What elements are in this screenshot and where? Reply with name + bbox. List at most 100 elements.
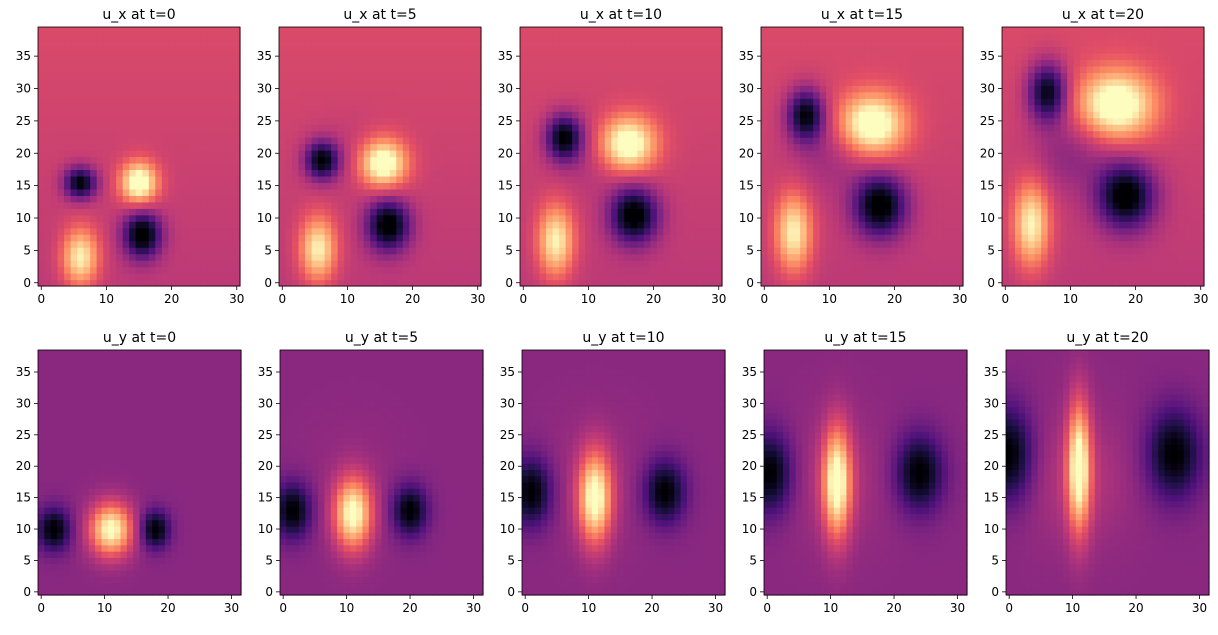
heatmap-cell bbox=[454, 104, 463, 112]
heatmap-cell bbox=[819, 195, 827, 203]
heatmap-cell bbox=[187, 279, 195, 287]
heatmap-cell bbox=[200, 65, 209, 73]
heatmap-cell bbox=[103, 182, 111, 190]
heatmap-cell bbox=[572, 124, 580, 132]
heatmap-cell bbox=[161, 175, 169, 183]
heatmap-cell bbox=[839, 273, 847, 281]
heatmap-cell bbox=[591, 273, 599, 281]
heatmap-cell bbox=[878, 111, 886, 119]
heatmap-cell bbox=[767, 33, 775, 41]
heatmap-cell bbox=[917, 72, 925, 80]
heatmap-cell bbox=[109, 52, 117, 60]
heatmap-cell bbox=[467, 247, 476, 255]
heatmap-cell bbox=[617, 117, 625, 125]
heatmap-cell bbox=[279, 279, 287, 287]
heatmap-cell bbox=[389, 175, 397, 183]
heatmap-cell bbox=[441, 208, 450, 216]
heatmap-cell bbox=[96, 273, 104, 281]
heatmap-cell bbox=[604, 130, 612, 138]
heatmap-cell bbox=[292, 221, 300, 229]
heatmap-cell bbox=[910, 234, 918, 242]
heatmap-cell bbox=[174, 39, 182, 48]
heatmap-cell bbox=[90, 175, 98, 183]
heatmap-cell bbox=[174, 143, 182, 151]
heatmap-cell bbox=[871, 39, 879, 48]
heatmap-cell bbox=[774, 240, 782, 248]
heatmap-cell bbox=[461, 104, 469, 112]
heatmap-cell bbox=[181, 162, 189, 171]
heatmap-cell bbox=[533, 85, 541, 93]
heatmap-cell bbox=[318, 72, 326, 80]
heatmap-cell bbox=[780, 260, 788, 268]
heatmap-cell bbox=[363, 65, 371, 73]
heatmap-cell bbox=[832, 208, 840, 216]
heatmap-cell bbox=[337, 214, 345, 222]
heatmap-cell bbox=[891, 279, 899, 287]
heatmap-cell bbox=[279, 39, 287, 48]
heatmap-cell bbox=[526, 46, 534, 54]
heatmap-cell bbox=[448, 169, 456, 177]
heatmap-cell bbox=[917, 201, 925, 209]
heatmap-cell bbox=[611, 266, 619, 274]
heatmap-cell bbox=[337, 182, 345, 190]
heatmap-cell bbox=[897, 124, 905, 132]
heatmap-cell bbox=[396, 227, 404, 235]
heatmap-cell bbox=[630, 59, 638, 67]
heatmap-cell bbox=[155, 247, 163, 255]
heatmap-cell bbox=[630, 143, 638, 151]
heatmap-cell bbox=[279, 111, 287, 119]
heatmap-cell bbox=[357, 234, 365, 242]
heatmap-cell bbox=[845, 150, 853, 158]
heatmap-cell bbox=[337, 150, 345, 158]
heatmap-cell bbox=[656, 208, 664, 216]
heatmap-cell bbox=[650, 104, 658, 112]
heatmap-cell bbox=[467, 124, 476, 132]
heatmap-cell bbox=[324, 188, 332, 196]
heatmap-cell bbox=[656, 201, 664, 209]
heatmap-cell bbox=[917, 279, 925, 287]
heatmap-cell bbox=[337, 273, 345, 281]
heatmap-cell bbox=[103, 78, 111, 86]
heatmap-cell bbox=[142, 85, 150, 93]
heatmap-cell bbox=[220, 260, 228, 268]
heatmap-cell bbox=[611, 279, 619, 287]
heatmap-cell bbox=[396, 266, 404, 274]
heatmap-cell bbox=[520, 240, 528, 248]
heatmap-cell bbox=[689, 117, 697, 125]
heatmap-cell bbox=[122, 188, 130, 196]
heatmap-cell bbox=[839, 182, 847, 190]
heatmap-cell bbox=[780, 137, 788, 145]
heatmap-cell bbox=[409, 91, 417, 99]
heatmap-cell bbox=[669, 124, 677, 132]
heatmap-cell bbox=[611, 188, 619, 196]
heatmap-cell bbox=[174, 91, 182, 99]
heatmap-cell bbox=[774, 130, 782, 138]
heatmap-cell bbox=[695, 72, 704, 80]
heatmap-cell bbox=[676, 227, 684, 235]
heatmap-cell bbox=[891, 201, 899, 209]
heatmap-cell bbox=[324, 33, 332, 41]
heatmap-cell bbox=[194, 91, 202, 99]
heatmap-cell bbox=[279, 240, 287, 248]
heatmap-cell bbox=[103, 65, 111, 73]
heatmap-cell bbox=[226, 72, 235, 80]
heatmap-cell bbox=[578, 162, 586, 171]
heatmap-cell bbox=[826, 143, 834, 151]
heatmap-cell bbox=[708, 273, 717, 281]
heatmap-cell bbox=[546, 260, 554, 268]
heatmap-cell bbox=[702, 130, 710, 138]
heatmap-cell bbox=[64, 150, 72, 158]
heatmap-cell bbox=[826, 156, 834, 164]
heatmap-cell bbox=[389, 85, 397, 93]
heatmap-cell bbox=[585, 182, 593, 190]
heatmap-cell bbox=[643, 253, 651, 261]
heatmap-cell bbox=[787, 182, 795, 190]
heatmap-cell bbox=[552, 247, 560, 255]
heatmap-cell bbox=[546, 175, 554, 183]
heatmap-cell bbox=[70, 72, 78, 80]
heatmap-cell bbox=[643, 234, 651, 242]
heatmap-cell bbox=[109, 150, 117, 158]
heatmap-cell bbox=[77, 253, 85, 261]
heatmap-cell bbox=[774, 59, 782, 67]
heatmap-cell bbox=[676, 169, 684, 177]
